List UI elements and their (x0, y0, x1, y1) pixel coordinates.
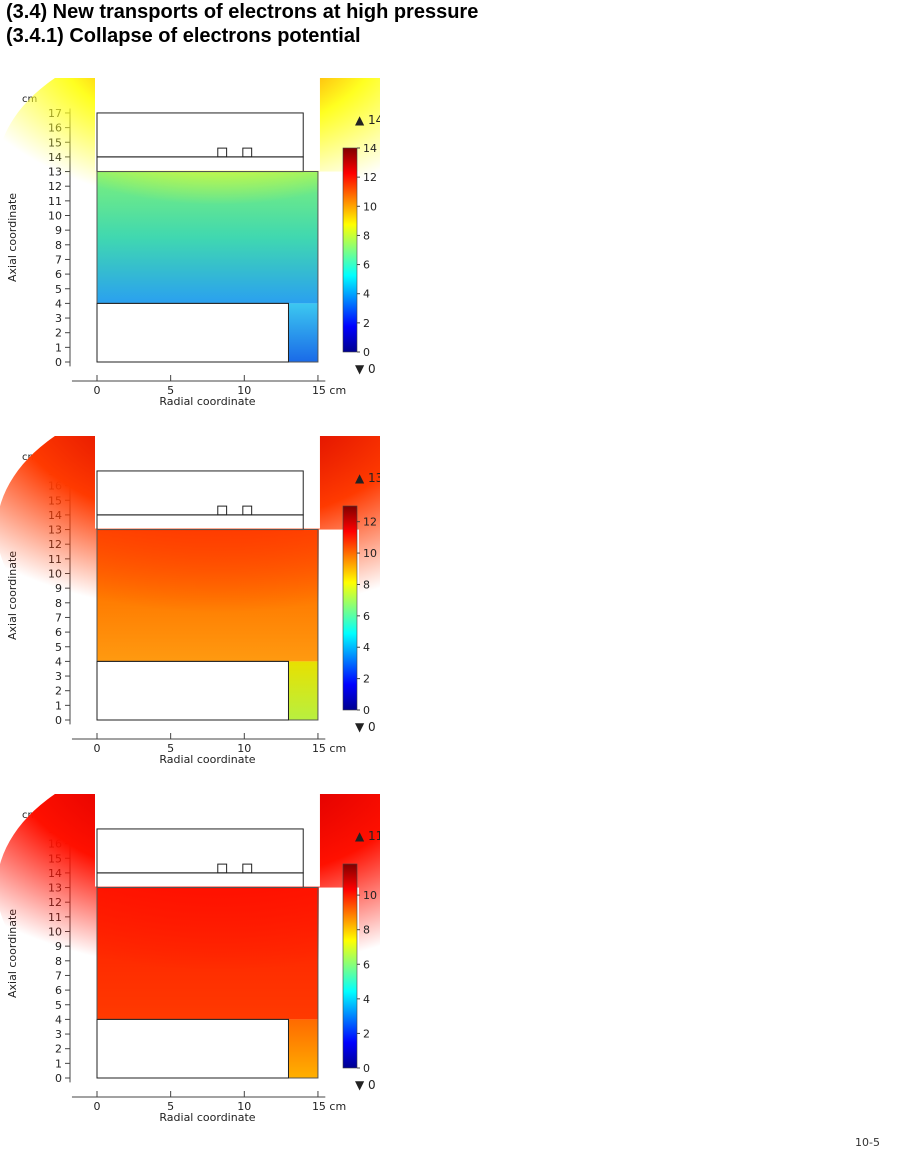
colorbar-tick-label: 4 (363, 993, 370, 1006)
max-value-marker: ▲ 13 (355, 471, 380, 485)
y-tick-label: 3 (55, 670, 62, 683)
potential-panel-c: (c) Potential at 10-3 s (V)cm01234567891… (0, 794, 380, 1124)
min-value-marker: ▼ 0 (355, 720, 376, 734)
device-geometry (96, 112, 319, 363)
x-tick-label: 10 (237, 742, 251, 755)
colorbar-tick-label: 10 (363, 547, 377, 560)
y-tick-label: 2 (55, 327, 62, 340)
device-geometry (96, 828, 319, 1079)
colorbar-tick-label: 6 (363, 958, 370, 971)
colorbar-tick-label: 2 (363, 673, 370, 686)
x-tick-label: 0 (94, 1100, 101, 1113)
potential-panel-b: (b) Potential at 10-4 s (V)cm01234567891… (0, 436, 380, 766)
colorbar-tick-label: 10 (363, 200, 377, 213)
min-value-marker: ▼ 0 (355, 1078, 376, 1092)
y-tick-label: 4 (55, 1013, 62, 1026)
y-tick-label: 2 (55, 1043, 62, 1056)
colorbar-tick-label: 0 (363, 346, 370, 359)
colorbar-tick-label: 6 (363, 259, 370, 272)
colorbar-tick-label: 8 (363, 578, 370, 591)
x-axis-label: Radial coordinate (159, 395, 255, 408)
colorbar (342, 505, 358, 711)
y-tick-label: 1 (55, 699, 62, 712)
x-tick-label: 5 (167, 1100, 174, 1113)
y-tick-label: 1 (55, 341, 62, 354)
colorbar-tick-label: 8 (363, 229, 370, 242)
colorbar-tick-label: 12 (363, 516, 377, 529)
y-tick-label: 3 (55, 312, 62, 325)
y-tick-label: 2 (55, 685, 62, 698)
x-tick-label: 0 (94, 742, 101, 755)
y-tick-label: 5 (55, 999, 62, 1012)
y-tick-label: 6 (55, 268, 62, 281)
potential-field (0, 78, 380, 364)
y-tick-label: 0 (55, 356, 62, 369)
x-tick-label: 15 cm (312, 742, 346, 755)
colorbar (342, 863, 358, 1069)
x-tick-label: 5 (167, 742, 174, 755)
y-tick-label: 0 (55, 1072, 62, 1085)
colorbar-tick-label: 8 (363, 924, 370, 937)
min-value-marker: ▼ 0 (355, 362, 376, 376)
max-value-marker: ▲ 11.8 (355, 829, 380, 843)
y-tick-label: 1 (55, 1057, 62, 1070)
x-tick-label: 5 (167, 384, 174, 397)
colorbar-tick-label: 10 (363, 889, 377, 902)
x-tick-label: 10 (237, 384, 251, 397)
x-tick-label: 0 (94, 384, 101, 397)
colorbar-tick-label: 2 (363, 1027, 370, 1040)
y-tick-label: 6 (55, 626, 62, 639)
y-tick-label: 6 (55, 984, 62, 997)
subsection-heading: (3.4.1) Collapse of electrons potential (6, 25, 361, 47)
colorbar-tick-label: 4 (363, 288, 370, 301)
colorbar-tick-label: 4 (363, 641, 370, 654)
colorbar-tick-label: 0 (363, 1062, 370, 1075)
y-tick-label: 3 (55, 1028, 62, 1041)
colorbar-tick-label: 2 (363, 317, 370, 330)
y-tick-label: 4 (55, 655, 62, 668)
x-axis-label: Radial coordinate (159, 753, 255, 766)
max-value-marker: ▲ 14.4 (355, 113, 380, 127)
y-tick-label: 0 (55, 714, 62, 727)
potential-field (0, 794, 380, 1080)
x-tick-label: 15 cm (312, 1100, 346, 1113)
x-axis-label: Radial coordinate (159, 1111, 255, 1124)
colorbar-tick-label: 14 (363, 142, 377, 155)
page-number-fragment: 10-5 (855, 1136, 880, 1149)
y-tick-label: 5 (55, 641, 62, 654)
potential-panel-a: (a) Potential at 10-5 s (V)cm01234567891… (0, 78, 380, 408)
colorbar-tick-label: 6 (363, 610, 370, 623)
y-tick-label: 5 (55, 283, 62, 296)
y-tick-label: 4 (55, 297, 62, 310)
colorbar (342, 147, 358, 353)
x-tick-label: 10 (237, 1100, 251, 1113)
x-tick-label: 15 cm (312, 384, 346, 397)
colorbar-tick-label: 0 (363, 704, 370, 717)
colorbar-tick-label: 12 (363, 171, 377, 184)
section-heading: (3.4) New transports of electrons at hig… (6, 1, 479, 23)
device-geometry (96, 470, 319, 721)
